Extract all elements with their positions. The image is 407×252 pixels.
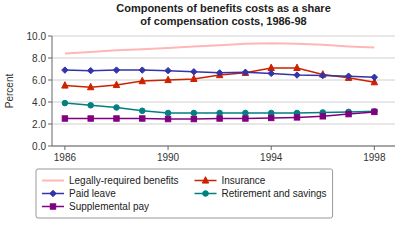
legend-item: Paid leave (42, 188, 116, 199)
series-line (65, 70, 374, 77)
point-marker (62, 82, 68, 88)
x-tick (271, 146, 272, 150)
x-tick (168, 146, 169, 150)
legend-item: Legally-required benefits (42, 175, 179, 186)
point-marker (320, 72, 326, 78)
point-marker (371, 74, 377, 80)
legend-marker (50, 190, 56, 196)
y-tick-label: 4.0 (32, 97, 46, 108)
title-line: Components of benefits costs as a share (116, 2, 331, 14)
point-marker (372, 109, 377, 114)
point-marker (113, 81, 119, 87)
legend: Legally-required benefits Insurance Paid l… (36, 169, 333, 218)
x-tick-label: 1994 (260, 152, 283, 163)
y-tick-label: 10.0 (27, 31, 47, 42)
legend-item: Supplemental pay (42, 201, 149, 212)
grid-line (52, 58, 395, 59)
point-marker (88, 103, 94, 109)
legend-label: Paid leave (69, 188, 116, 199)
x-tick (64, 146, 65, 150)
legend-frame (36, 169, 333, 218)
y-tick (48, 58, 52, 59)
series-line (65, 68, 374, 87)
y-tick-label: 2.0 (32, 119, 46, 130)
series-line (65, 43, 374, 53)
point-marker (165, 67, 171, 73)
point-marker (87, 83, 93, 89)
grid (52, 36, 395, 146)
point-marker (191, 69, 197, 75)
point-marker (139, 67, 145, 73)
chart: Components of benefits costs as a shareo… (0, 0, 407, 252)
x-tick (374, 146, 375, 150)
point-marker (372, 109, 378, 115)
y-tick (48, 80, 52, 81)
point-marker (269, 115, 274, 120)
plot-area (62, 43, 378, 122)
point-marker (268, 70, 274, 76)
y-axis-label: Percent (4, 74, 15, 109)
x-tick-label: 1990 (157, 152, 180, 163)
point-marker (346, 111, 351, 116)
legend-marker (50, 204, 55, 209)
point-marker (217, 116, 222, 121)
point-marker (165, 116, 170, 121)
grid-line (52, 36, 395, 37)
legend-item: Retirement and savings (195, 188, 327, 199)
y-tick-label: 8.0 (32, 53, 46, 64)
point-marker (114, 105, 120, 111)
point-marker (242, 69, 248, 75)
point-marker (165, 76, 171, 82)
legend-handle (42, 180, 64, 182)
grid-line (52, 146, 395, 147)
point-marker (139, 77, 145, 83)
point-marker (294, 64, 300, 70)
point-marker (62, 67, 68, 73)
point-marker (140, 116, 145, 121)
point-marker (62, 100, 68, 106)
legend-label: Supplemental pay (69, 201, 149, 212)
point-marker (243, 110, 249, 116)
x-tick-label: 1998 (363, 152, 386, 163)
y-tick (48, 146, 52, 147)
point-marker (216, 70, 222, 76)
point-marker (191, 110, 197, 116)
y-tick-label: 0.0 (32, 141, 46, 152)
legend-marker (203, 191, 209, 197)
x-tick-label: 1986 (54, 152, 77, 163)
point-marker (345, 73, 351, 79)
point-marker (242, 69, 248, 75)
point-marker (139, 108, 145, 114)
x-axis-line (52, 146, 395, 147)
point-marker (243, 116, 248, 121)
y-tick (48, 102, 52, 103)
title-line: of compensation costs, 1986-98 (140, 15, 306, 27)
point-marker (217, 110, 223, 116)
point-marker (113, 67, 119, 73)
point-marker (114, 116, 119, 121)
point-marker (294, 115, 299, 120)
legend-label: Insurance (222, 175, 266, 186)
point-marker (165, 110, 171, 116)
point-marker (87, 67, 93, 73)
legend-marker (202, 177, 208, 183)
legend-label: Legally-required benefits (69, 175, 179, 186)
legend-item: Insurance (195, 175, 266, 186)
point-marker (294, 72, 300, 78)
point-marker (62, 116, 67, 121)
point-marker (191, 116, 196, 121)
grid-line (52, 124, 395, 125)
grid-line (52, 80, 395, 81)
y-tick-label: 6.0 (32, 75, 46, 86)
y-axis-line (52, 36, 53, 146)
y-tick (48, 124, 52, 125)
title: Components of benefits costs as a shareo… (116, 2, 331, 27)
grid-line (52, 102, 395, 103)
point-marker (320, 114, 325, 119)
legend-label: Retirement and savings (222, 188, 327, 199)
point-marker (191, 75, 197, 81)
y-tick (48, 36, 52, 37)
point-marker (88, 116, 93, 121)
